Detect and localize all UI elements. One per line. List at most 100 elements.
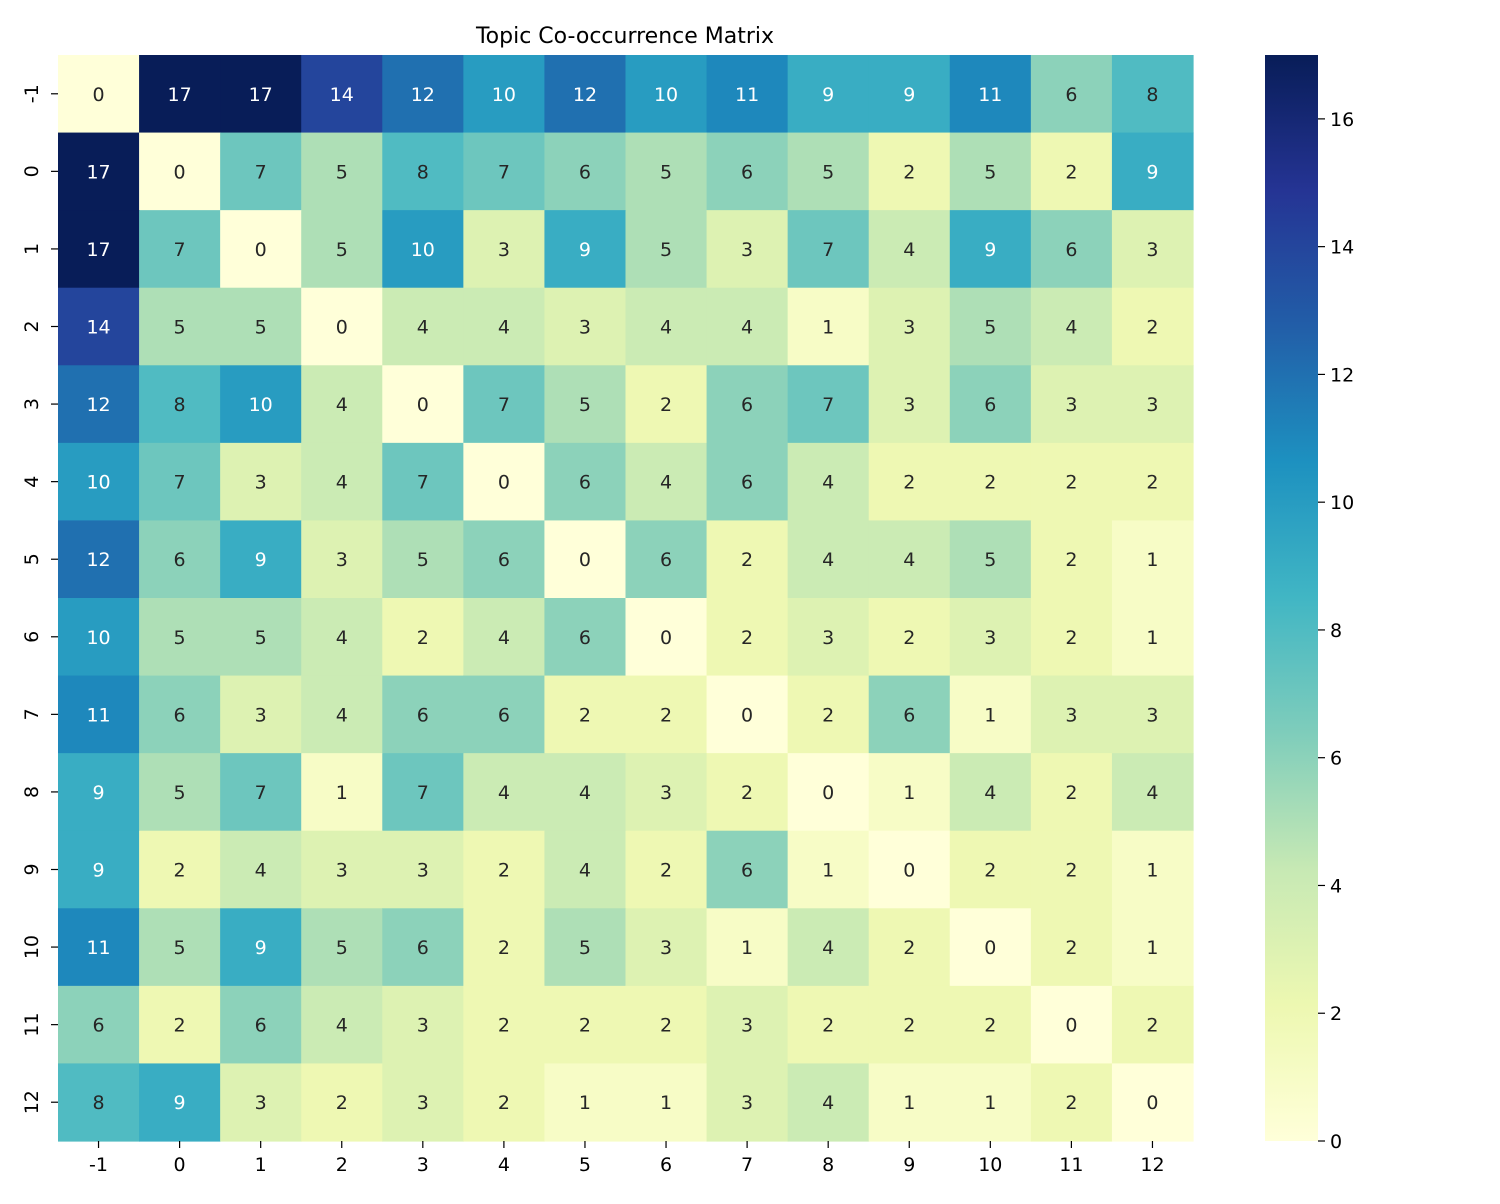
cell-value-label: 2 (174, 1015, 186, 1037)
heatmap-cell (625, 675, 708, 754)
heatmap-cell (868, 675, 951, 754)
cell-value-label: 9 (174, 1092, 186, 1114)
heatmap-cell (58, 132, 140, 211)
cell-value-label: 7 (417, 782, 429, 804)
heatmap-cell (1111, 598, 1194, 677)
cell-value-label: 0 (741, 704, 753, 726)
cell-value-label: 1 (579, 1092, 591, 1114)
colorbar-tick-label: 4 (1330, 875, 1342, 897)
heatmap-cell (1030, 908, 1113, 987)
heatmap-cell (625, 598, 708, 677)
cell-value-label: 0 (255, 239, 267, 261)
cell-value-label: 2 (498, 1015, 510, 1037)
heatmap-cell (463, 908, 546, 987)
cell-value-label: 4 (822, 549, 834, 571)
heatmap-cell (1030, 287, 1113, 366)
cell-value-label: 2 (1065, 549, 1077, 571)
x-tick-label: 4 (498, 1154, 510, 1176)
cell-value-label: 0 (1146, 1092, 1158, 1114)
heatmap-cell (139, 287, 221, 366)
heatmap-cell (1111, 675, 1194, 754)
y-tick-label: 2 (21, 320, 43, 332)
cell-value-label: 1 (822, 317, 834, 339)
cell-value-label: 2 (336, 1092, 348, 1114)
heatmap-cell (868, 598, 951, 677)
heatmap-cell (463, 210, 546, 289)
cell-value-label: 4 (336, 1015, 348, 1037)
cell-value-label: 2 (741, 782, 753, 804)
heatmap-cell (625, 365, 708, 444)
cell-value-label: 17 (249, 84, 273, 106)
heatmap-cell (787, 1063, 870, 1142)
heatmap-cell (58, 520, 140, 599)
colorbar-tick-label: 0 (1330, 1131, 1342, 1153)
cell-value-label: 3 (741, 239, 753, 261)
heatmap-cell (1111, 908, 1194, 987)
cell-value-label: 9 (579, 239, 591, 261)
cell-value-label: 6 (660, 549, 672, 571)
cell-value-label: 3 (417, 860, 429, 882)
heatmap-cell (301, 830, 383, 909)
heatmap-cell (625, 520, 708, 599)
cell-value-label: 0 (336, 317, 348, 339)
heatmap-cell (301, 1063, 383, 1142)
cell-value-label: 1 (741, 937, 753, 959)
x-tick-label: 0 (174, 1154, 186, 1176)
colorbar-tick-label: 16 (1330, 109, 1354, 131)
x-tick-label: 6 (660, 1154, 672, 1176)
cell-value-label: 12 (86, 394, 110, 416)
cell-value-label: 3 (741, 1015, 753, 1037)
cell-value-label: 0 (579, 549, 591, 571)
cell-value-label: 12 (411, 84, 435, 106)
heatmap-cell (382, 985, 464, 1065)
heatmap-cell (1111, 442, 1194, 522)
cell-value-label: 6 (92, 1015, 104, 1037)
heatmap-cell (1111, 365, 1194, 444)
heatmap-cell (139, 675, 221, 754)
y-tick-label: 10 (21, 935, 43, 959)
colorbar-tick-label: 2 (1330, 1003, 1342, 1025)
heatmap-cell (139, 520, 221, 599)
cell-value-label: 7 (255, 161, 267, 183)
heatmap-cell (139, 908, 221, 987)
cell-value-label: 5 (984, 549, 996, 571)
heatmap-cell (706, 210, 789, 289)
cell-value-label: 2 (741, 549, 753, 571)
cell-value-label: 0 (498, 472, 510, 494)
y-tick-label: 7 (21, 708, 43, 720)
heatmap-cell (1030, 442, 1113, 522)
cell-value-label: 3 (1065, 394, 1077, 416)
cell-value-label: 4 (660, 472, 672, 494)
heatmap-cell (220, 520, 302, 599)
heatmap-cell (139, 985, 221, 1065)
cell-value-label: 5 (984, 317, 996, 339)
heatmap-cell (58, 908, 140, 987)
cell-value-label: 6 (417, 704, 429, 726)
cell-value-label: 4 (579, 782, 591, 804)
heatmap-cell (463, 55, 546, 134)
x-tick-label: 9 (903, 1154, 915, 1176)
cell-value-label: 2 (174, 860, 186, 882)
cell-value-label: 2 (579, 1015, 591, 1037)
heatmap-cell (949, 132, 1032, 211)
cell-value-label: 3 (903, 394, 915, 416)
x-tick-label: 8 (822, 1154, 834, 1176)
colorbar-tick-label: 14 (1330, 237, 1354, 259)
x-tick-label: 3 (417, 1154, 429, 1176)
cell-value-label: 6 (174, 549, 186, 571)
heatmap-cell (139, 598, 221, 677)
heatmap-cell (706, 132, 789, 211)
heatmap-cell (544, 598, 627, 677)
heatmap-cell (544, 55, 627, 134)
cell-value-label: 3 (336, 549, 348, 571)
cell-value-label: 6 (417, 937, 429, 959)
x-tick-label: 11 (1059, 1154, 1083, 1176)
cell-value-label: 9 (255, 549, 267, 571)
y-tick-label: 5 (21, 553, 43, 565)
heatmap-cell (463, 520, 546, 599)
cell-value-label: 14 (330, 84, 354, 106)
cell-value-label: 6 (579, 161, 591, 183)
heatmap-cell (1111, 1063, 1194, 1142)
heatmap-cell (868, 1063, 951, 1142)
heatmap-cell (868, 132, 951, 211)
